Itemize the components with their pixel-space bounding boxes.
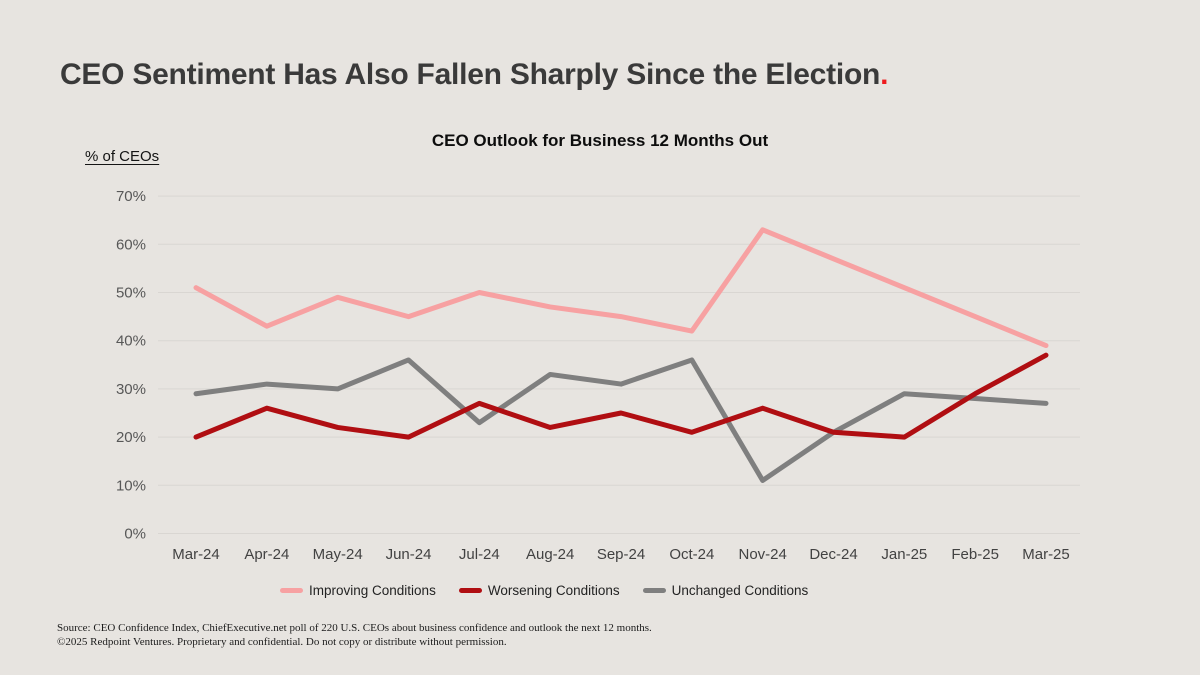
x-tick-label: Mar-24	[172, 546, 220, 563]
y-tick-label: 50%	[116, 285, 146, 302]
legend-label-worsening: Worsening Conditions	[487, 583, 620, 598]
y-tick-label: 60%	[116, 236, 146, 253]
x-tick-label: Jan-25	[881, 546, 927, 563]
worsening-line-swatch	[458, 588, 482, 593]
x-tick-label: Jun-24	[386, 546, 432, 563]
y-axis-label: % of CEOs	[85, 148, 160, 165]
slide-title: CEO Sentiment Has Also Fallen Sharply Si…	[60, 58, 888, 92]
chart-legend: Improving Conditions Worsening Condition…	[280, 583, 808, 598]
x-tick-label: Mar-25	[1022, 546, 1070, 563]
y-tick-label: 70%	[116, 188, 146, 205]
x-tick-label: Sep-24	[597, 546, 645, 563]
chart-title: CEO Outlook for Business 12 Months Out	[431, 131, 769, 150]
y-tick-label: 0%	[124, 526, 146, 543]
x-tick-label: Oct-24	[669, 546, 714, 563]
source-footnote: Source: CEO Confidence Index, ChiefExecu…	[57, 622, 652, 649]
source-line: Source: CEO Confidence Index, ChiefExecu…	[57, 622, 652, 634]
copyright-line: ©2025 Redpoint Ventures. Proprietary and…	[57, 635, 507, 648]
line-chart: 0% 10% 20% 30% 40% 50% 60% 70% Mar-24 Apr-24 May-2…	[116, 188, 1080, 563]
x-tick-label: Nov-24	[738, 546, 786, 563]
x-tick-label: Aug-24	[526, 546, 574, 563]
slide-title-accent-period: .	[880, 58, 889, 91]
legend-item-improving: Improving Conditions	[280, 583, 436, 598]
legend-label-unchanged: Unchanged Conditions	[671, 583, 809, 598]
x-tick-label: Jul-24	[459, 546, 500, 563]
unchanged-conditions-line	[193, 357, 1049, 483]
x-tick-label: May-24	[313, 546, 363, 563]
worsening-conditions-line	[193, 352, 1049, 440]
improving-conditions-line	[193, 227, 1049, 349]
improving-line-swatch	[280, 588, 303, 593]
y-tick-label: 40%	[116, 333, 146, 350]
x-tick-label: Dec-24	[809, 546, 857, 563]
slide-title-text: CEO Sentiment Has Also Fallen Sharply Si…	[60, 58, 881, 91]
y-tick-label: 20%	[116, 429, 146, 446]
x-tick-label: Apr-24	[244, 546, 289, 563]
legend-item-worsening: Worsening Conditions	[458, 583, 620, 598]
x-tick-label: Feb-25	[951, 546, 999, 563]
unchanged-line-swatch	[642, 588, 666, 593]
y-tick-label: 30%	[116, 381, 146, 398]
legend-item-unchanged: Unchanged Conditions	[642, 583, 809, 598]
y-tick-label: 10%	[116, 477, 146, 494]
legend-label-improving: Improving Conditions	[309, 583, 436, 598]
